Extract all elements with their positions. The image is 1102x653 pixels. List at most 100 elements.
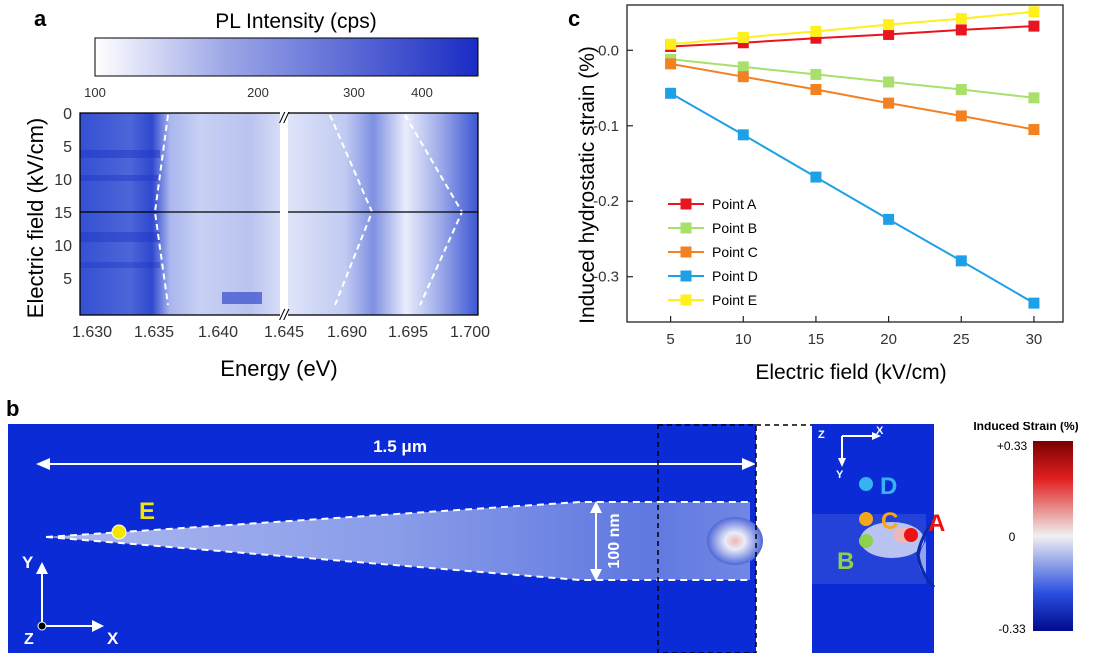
axis-break-gap bbox=[280, 108, 288, 320]
main-axis-z-label: Z bbox=[24, 631, 34, 648]
point-a-label: A bbox=[928, 510, 945, 537]
legend-marker bbox=[680, 246, 692, 258]
xtick-1700: 1.700 bbox=[450, 324, 490, 341]
ytick-10b: 10 bbox=[54, 238, 72, 255]
heatmap-left bbox=[80, 113, 280, 315]
inset-axis-x-label: X bbox=[876, 425, 884, 437]
point-e-label: E bbox=[139, 498, 155, 525]
panel-label-b: b bbox=[6, 396, 20, 421]
legend-marker bbox=[680, 198, 692, 210]
xtick-label: 10 bbox=[735, 331, 752, 348]
cbar-tick-200: 200 bbox=[247, 85, 269, 100]
xaxis-label-a: Energy (eV) bbox=[220, 356, 337, 381]
data-point bbox=[665, 58, 677, 70]
ytick-5: 5 bbox=[63, 139, 72, 156]
ytick-label: -0.1 bbox=[593, 118, 619, 135]
main-axis-x-label: X bbox=[107, 629, 119, 648]
xtick-1690: 1.690 bbox=[327, 324, 367, 341]
cbar-tick-300: 300 bbox=[343, 85, 365, 100]
inset-axis-y-label: Y bbox=[836, 469, 844, 481]
width-label: 100 nm bbox=[606, 513, 623, 568]
cbar-tick-100: 100 bbox=[84, 85, 106, 100]
cbar-tick-400: 400 bbox=[411, 85, 433, 100]
data-point bbox=[883, 28, 895, 40]
data-point bbox=[1028, 124, 1040, 136]
legend-label: Point E bbox=[712, 292, 757, 308]
panel-label-a: a bbox=[34, 6, 47, 31]
xtick-label: 20 bbox=[880, 331, 897, 348]
data-point bbox=[955, 13, 967, 25]
legend-label: Point A bbox=[712, 196, 757, 212]
data-point bbox=[883, 19, 895, 31]
dashed-guide-1 bbox=[153, 114, 169, 306]
data-point bbox=[1028, 92, 1040, 104]
data-point bbox=[737, 31, 749, 43]
data-point bbox=[955, 84, 967, 96]
heatmap-right bbox=[288, 113, 478, 315]
data-point bbox=[810, 84, 822, 96]
data-point bbox=[1028, 297, 1040, 309]
data-point bbox=[883, 97, 895, 109]
zoom-box bbox=[657, 424, 757, 653]
plot-frame bbox=[626, 4, 1064, 323]
series-line-point-d bbox=[670, 92, 1035, 304]
data-point bbox=[810, 32, 822, 44]
xtick-1645: 1.645 bbox=[264, 324, 304, 341]
main-axis-y-label: Y bbox=[22, 553, 34, 572]
point-b-marker bbox=[859, 534, 873, 548]
data-point bbox=[883, 213, 895, 225]
data-point bbox=[665, 87, 677, 99]
point-a-marker bbox=[904, 528, 918, 542]
panel-label-c: c bbox=[568, 6, 581, 31]
point-b-label: B bbox=[837, 548, 854, 575]
ytick-5b: 5 bbox=[63, 271, 72, 288]
data-point bbox=[737, 71, 749, 83]
ytick-label: -0.2 bbox=[593, 193, 619, 210]
xtick-1635: 1.635 bbox=[134, 324, 174, 341]
yaxis-label-c: Induced hydrostatic strain (%) bbox=[576, 46, 599, 324]
panel-a-heatmap: PL Intensity (cps) 100 200 300 400 // //… bbox=[23, 10, 490, 381]
intensity-colorbar bbox=[94, 37, 479, 77]
strain-colorbar bbox=[1033, 441, 1073, 631]
xtick-1640: 1.640 bbox=[198, 324, 238, 341]
data-point bbox=[955, 110, 967, 122]
nanowire-body bbox=[46, 502, 750, 580]
panel-c-line-chart: Induced hydrostatic strain (%) Electric … bbox=[576, 4, 1064, 384]
ytick-10: 10 bbox=[54, 172, 72, 189]
legend-label: Point B bbox=[712, 220, 757, 236]
ytick-label: 0.0 bbox=[598, 42, 619, 59]
data-point bbox=[737, 129, 749, 141]
data-point bbox=[665, 38, 677, 50]
legend-marker bbox=[680, 294, 692, 306]
yaxis-label-a: Electric field (kV/cm) bbox=[23, 118, 48, 318]
series-line-point-b bbox=[670, 58, 1035, 99]
xtick-label: 5 bbox=[666, 331, 674, 348]
data-point bbox=[883, 76, 895, 88]
legend-marker bbox=[680, 222, 692, 234]
xaxis-label-c: Electric field (kV/cm) bbox=[755, 361, 946, 384]
data-point bbox=[955, 255, 967, 267]
data-point bbox=[810, 171, 822, 183]
data-point bbox=[810, 68, 822, 80]
data-point bbox=[810, 25, 822, 37]
point-d-label: D bbox=[880, 473, 897, 500]
length-label: 1.5 μm bbox=[373, 437, 427, 456]
series-line-point-e bbox=[670, 10, 1034, 46]
data-point bbox=[955, 24, 967, 36]
strain-colorbar-title: Induced Strain (%) bbox=[973, 422, 1078, 433]
point-c-label: C bbox=[881, 508, 898, 535]
strain-min-label: -0.33 bbox=[998, 622, 1026, 636]
nanowire-tip bbox=[707, 517, 763, 565]
legend-label: Point C bbox=[712, 244, 758, 260]
data-point bbox=[737, 61, 749, 73]
series-line-point-c bbox=[670, 62, 1035, 131]
point-e-marker bbox=[111, 524, 127, 540]
ytick-15: 15 bbox=[54, 205, 72, 222]
ytick-0: 0 bbox=[63, 106, 72, 123]
strain-max-label: +0.33 bbox=[997, 439, 1028, 453]
data-point bbox=[1028, 20, 1040, 32]
nanowire-outline bbox=[45, 501, 750, 581]
ytick-label: -0.3 bbox=[593, 269, 619, 286]
break-mark-top: // bbox=[279, 110, 290, 127]
xtick-label: 30 bbox=[1026, 331, 1043, 348]
